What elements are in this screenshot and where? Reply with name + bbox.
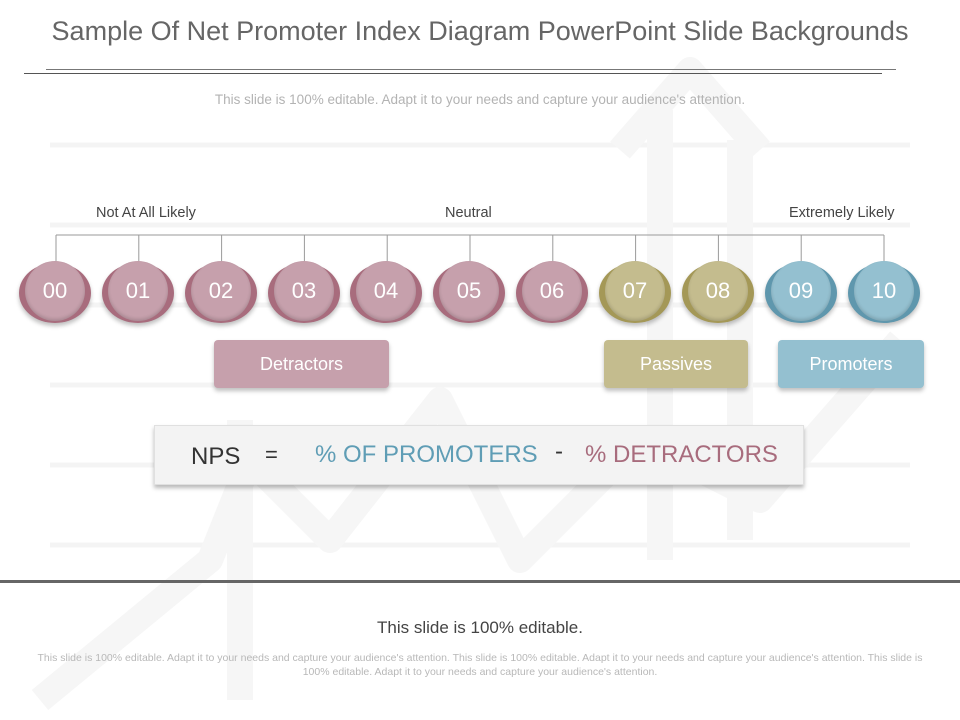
- score-label: 06: [522, 261, 582, 321]
- detractors-box: Detractors: [214, 340, 389, 388]
- score-label: 08: [688, 261, 748, 321]
- score-circle-06: 06: [516, 261, 588, 325]
- score-label: 05: [439, 261, 499, 321]
- scale-label-neutral: Neutral: [445, 205, 492, 221]
- footer-text: This slide is 100% editable. Adapt it to…: [37, 652, 923, 678]
- score-label: 02: [191, 261, 251, 321]
- title-underline: [24, 73, 882, 74]
- footer-divider: [0, 580, 960, 583]
- passives-box: Passives: [604, 340, 748, 388]
- promoters-box: Promoters: [778, 340, 924, 388]
- formula-nps: NPS: [191, 443, 241, 470]
- scale-label-extremely-likely: Extremely Likely: [789, 205, 895, 221]
- footer-heading: This slide is 100% editable.: [376, 618, 583, 637]
- slide-subtitle: This slide is 100% editable. Adapt it to…: [214, 92, 746, 107]
- formula-equals: =: [265, 442, 278, 467]
- score-circle-08: 08: [682, 261, 754, 325]
- score-label: 00: [25, 261, 85, 321]
- score-circle-04: 04: [350, 261, 422, 325]
- scale-label-not-likely: Not At All Likely: [96, 205, 196, 221]
- score-circle-05: 05: [433, 261, 505, 325]
- score-label: 09: [771, 261, 831, 321]
- formula-promoters: % OF PROMOTERS: [315, 441, 538, 468]
- score-circle-09: 09: [765, 261, 837, 325]
- score-label: 10: [854, 261, 914, 321]
- score-circle-00: 00: [19, 261, 91, 325]
- score-label: 03: [274, 261, 334, 321]
- score-circle-02: 02: [185, 261, 257, 325]
- nps-formula-box: NPS = % OF PROMOTERS - % DETRACTORS: [154, 425, 804, 485]
- score-circle-10: 10: [848, 261, 920, 325]
- score-label: 04: [356, 261, 416, 321]
- title-underline-thin: [46, 69, 896, 70]
- score-label: 01: [108, 261, 168, 321]
- score-circle-03: 03: [268, 261, 340, 325]
- score-circle-07: 07: [599, 261, 671, 325]
- formula-detractors: % DETRACTORS: [585, 441, 778, 468]
- score-circle-01: 01: [102, 261, 174, 325]
- formula-minus: -: [555, 438, 563, 465]
- slide-title: Sample Of Net Promoter Index Diagram Pow…: [51, 16, 909, 46]
- score-label: 07: [605, 261, 665, 321]
